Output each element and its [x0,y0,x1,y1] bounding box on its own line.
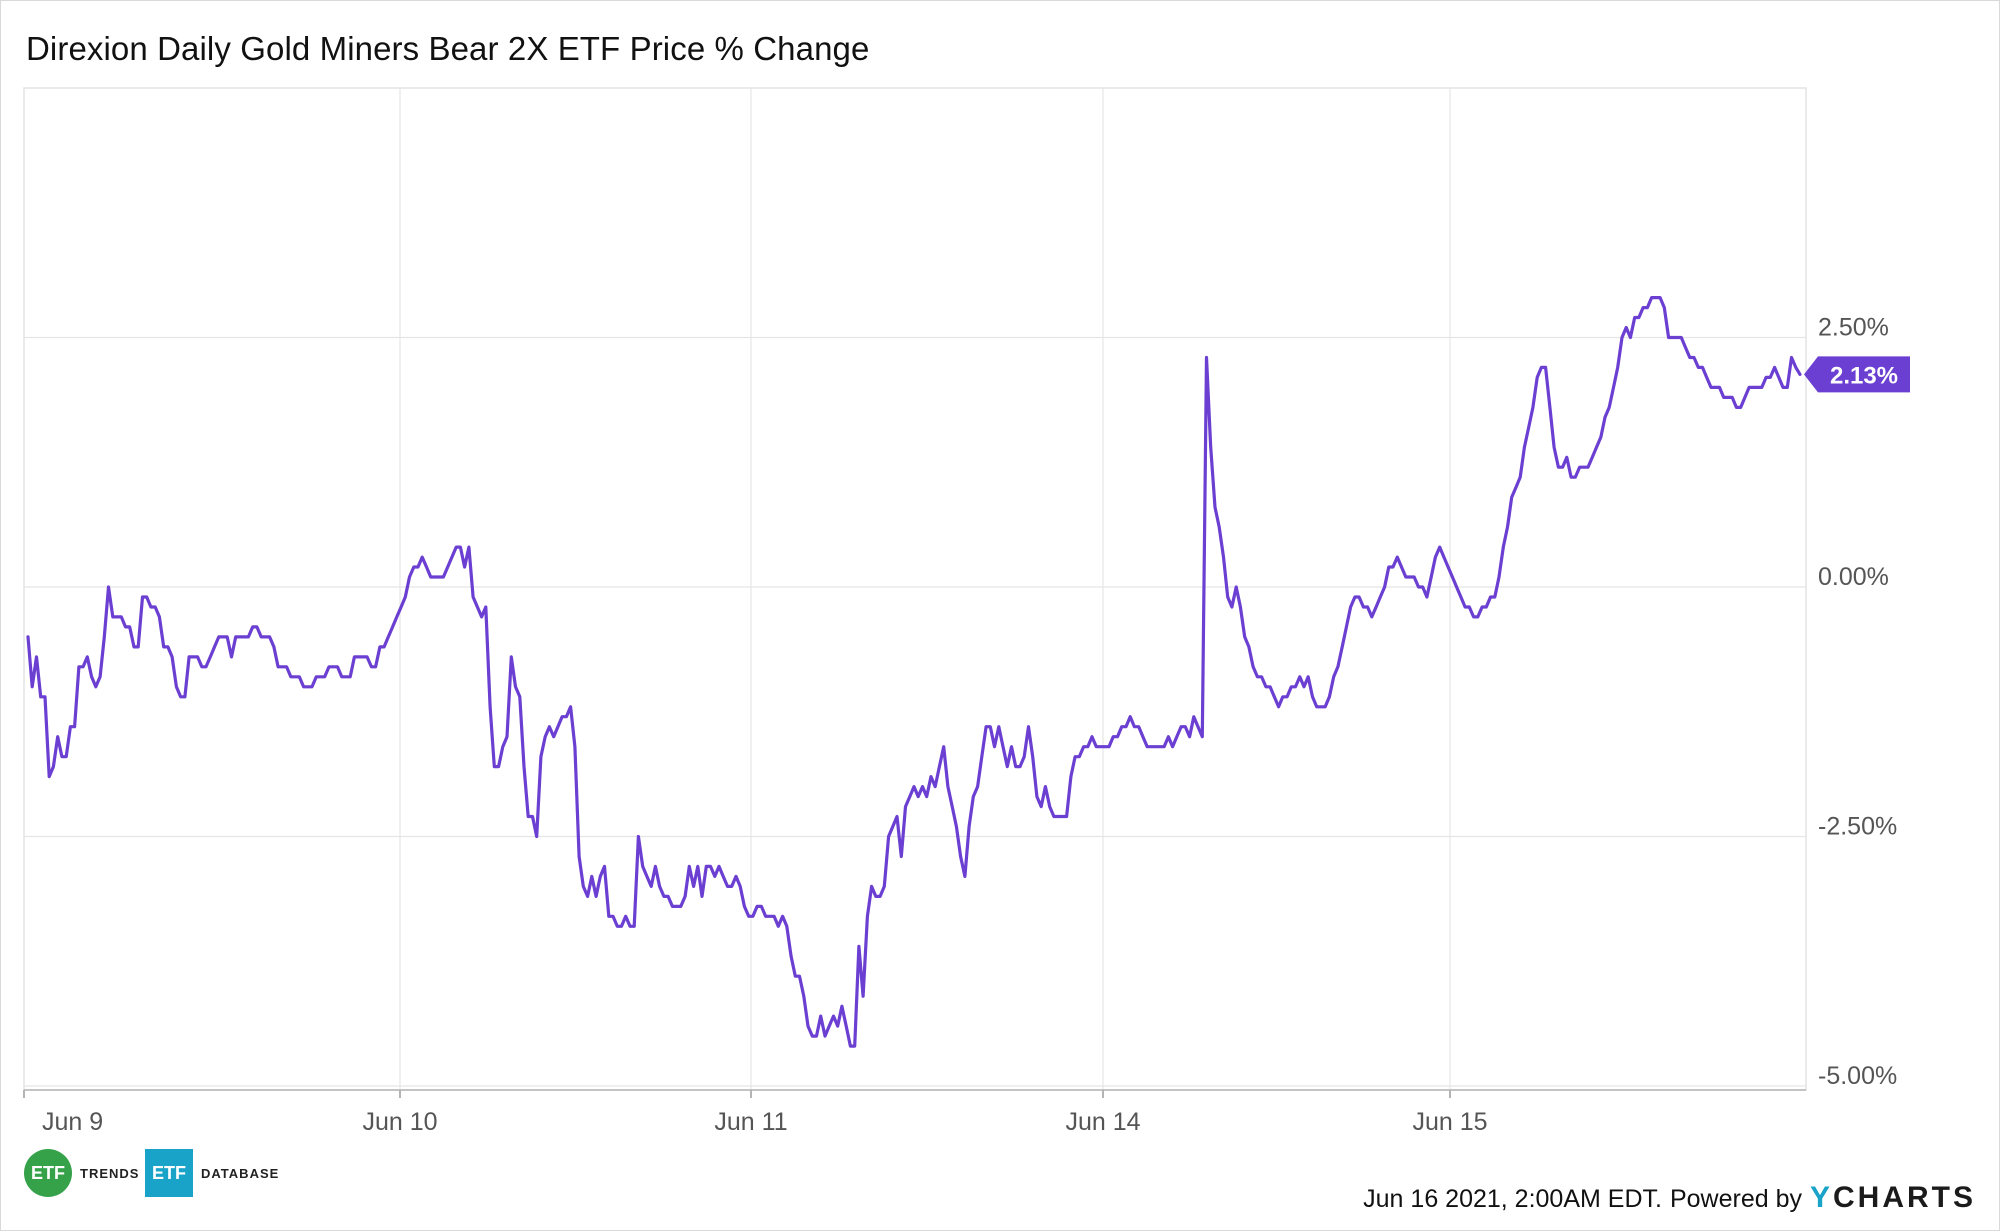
ycharts-logo[interactable]: YCHARTS [1810,1181,1976,1215]
chart-title: Direxion Daily Gold Miners Bear 2X ETF P… [26,30,870,67]
footer-timestamp: Jun 16 2021, 2:00AM EDT. [1363,1185,1662,1213]
footer-powered-by: Powered by [1669,1185,1802,1213]
series-line [26,296,1802,1048]
y-tick-label: -5.00% [1818,1062,1897,1090]
last-value-label: 2.13% [1830,362,1898,389]
x-tick-label: Jun 15 [1412,1108,1487,1136]
x-tick-label: Jun 10 [362,1108,437,1136]
etf-database-badge: ETF [145,1149,193,1197]
series-line-path [26,296,1802,1048]
y-tick-label: 0.00% [1818,563,1889,591]
x-tick-label: Jun 9 [42,1108,103,1136]
ycharts-logo-rest: CHARTS [1833,1181,1976,1214]
last-value-badge [1804,356,1910,393]
etf-database-text: DATABASE [201,1165,280,1181]
etf-trends-badge: ETF [24,1149,72,1197]
axes [23,1089,1806,1098]
plot-border [23,87,1807,1091]
etf-trends-text: TRENDS [80,1165,140,1181]
y-tick-label: 2.50% [1818,314,1889,342]
footer: Jun 16 2021, 2:00AM EDT. Powered by YCHA… [1363,1181,1976,1215]
etf-trends-logo: ETF TRENDS [24,1149,139,1197]
ycharts-logo-y: Y [1809,1181,1833,1214]
tick-labels: 2.50% 0.00% -2.50% -5.00% Jun 9 Jun 10 Jun 11 J… [42,314,1910,1136]
etf-database-logo: ETF DATABASE [145,1149,279,1197]
y-tick-label: -2.50% [1818,813,1897,841]
x-tick-label: Jun 14 [1065,1108,1140,1136]
x-tick-label: Jun 11 [714,1108,787,1136]
grid-lines [23,87,1807,1091]
